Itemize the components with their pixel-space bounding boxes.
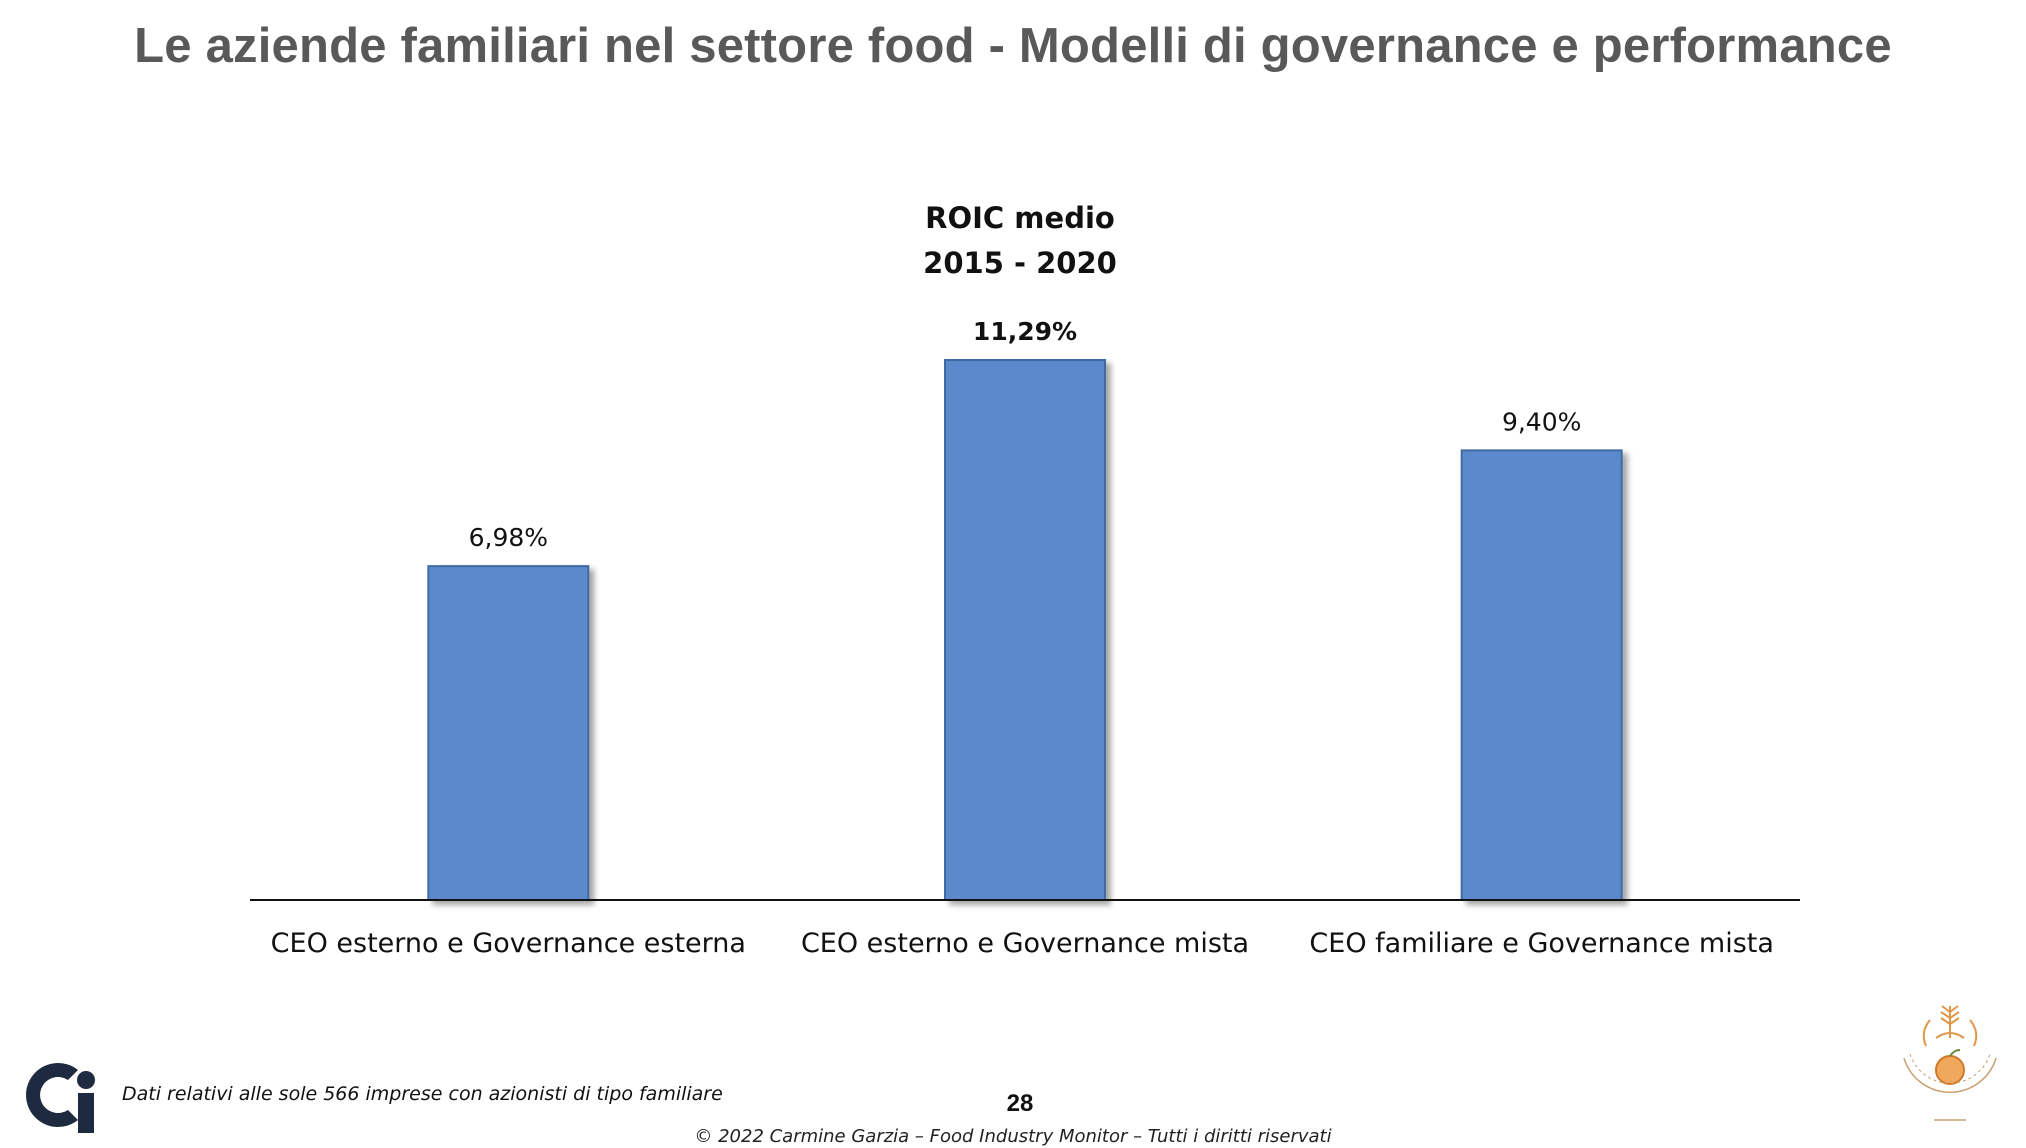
labels-group: 6,98% CEO esterno e Governance esterna 11,… bbox=[271, 317, 1774, 959]
category-label-1: CEO esterno e Governance esterna bbox=[271, 928, 746, 959]
bars-group bbox=[427, 359, 1623, 901]
bar-1 bbox=[427, 565, 590, 901]
value-label-2: 11,29% bbox=[973, 317, 1077, 346]
chart-title-line-1: ROIC medio bbox=[925, 201, 1115, 235]
footnote: Dati relativi alle sole 566 imprese con … bbox=[122, 1083, 723, 1105]
copyright: © 2022 Carmine Garzia – Food Industry Mo… bbox=[694, 1126, 1332, 1147]
value-label-3: 9,40% bbox=[1502, 407, 1581, 436]
chart-title-line-2: 2015 - 2020 bbox=[923, 246, 1117, 280]
university-seal-icon bbox=[1890, 998, 2010, 1140]
chart-title: ROIC medio 2015 - 2020 bbox=[820, 196, 1220, 286]
category-label-3: CEO familiare e Governance mista bbox=[1309, 928, 1774, 959]
bar-2 bbox=[944, 359, 1106, 901]
category-label-2: CEO esterno e Governance mista bbox=[801, 928, 1249, 959]
value-label-1: 6,98% bbox=[469, 523, 548, 552]
bar-3 bbox=[1460, 449, 1623, 901]
ci-logo-icon bbox=[16, 1050, 106, 1140]
slide-title: Le aziende familiari nel settore food - … bbox=[134, 19, 1892, 73]
page-number: 28 bbox=[1006, 1090, 1034, 1117]
